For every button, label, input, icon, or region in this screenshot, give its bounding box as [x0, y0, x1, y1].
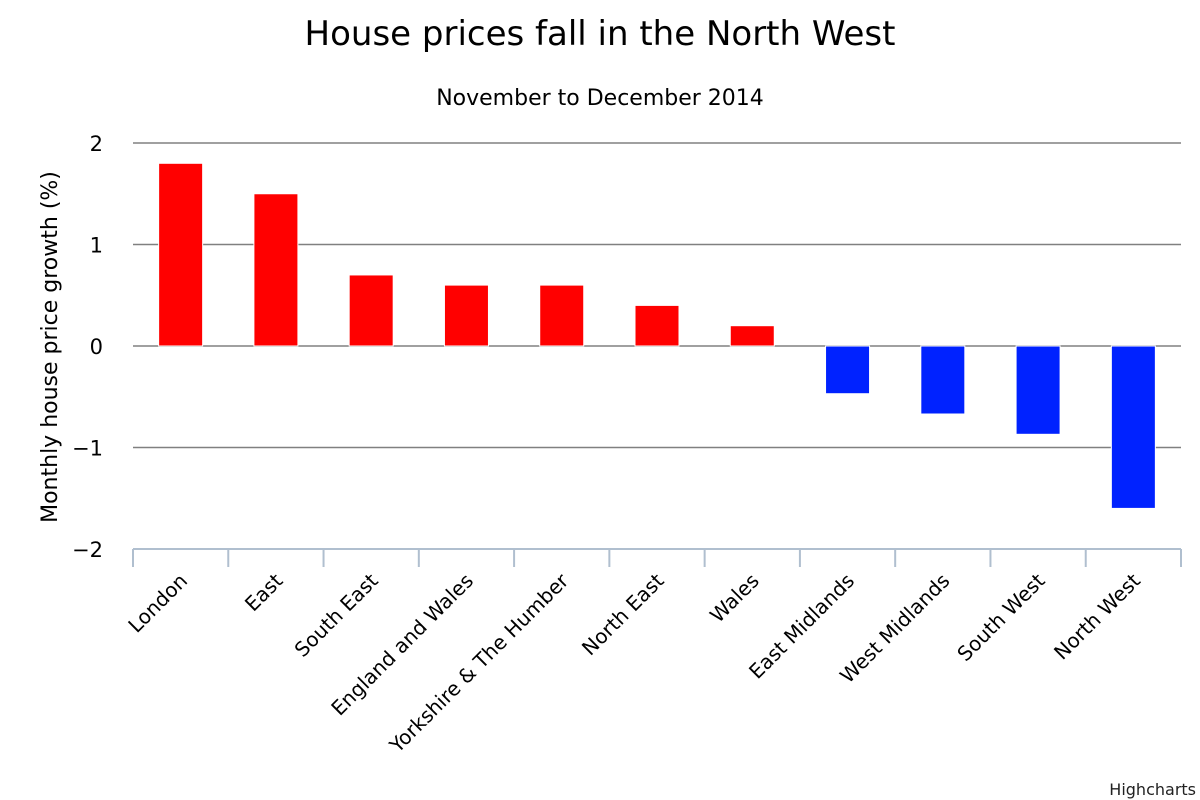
x-tick-label: South East [290, 568, 383, 661]
bar[interactable] [825, 345, 871, 395]
chart-title: House prices fall in the North West [304, 14, 896, 54]
x-tick-label: Yorkshire & The Humber [384, 568, 574, 758]
bar[interactable] [920, 345, 966, 415]
bar[interactable] [158, 162, 204, 347]
x-axis [132, 548, 1182, 567]
x-tick-label: London [123, 569, 192, 638]
bars [158, 162, 1156, 509]
y-tick-label: −2 [72, 538, 103, 562]
bar[interactable] [1015, 345, 1061, 435]
highcharts-credit[interactable]: Highcharts [1109, 780, 1196, 799]
y-axis-title: Monthly house price growth (%) [38, 171, 63, 523]
x-tick-label: South West [952, 568, 1049, 665]
x-tick-label: North West [1049, 568, 1145, 664]
chart-subtitle: November to December 2014 [436, 86, 764, 111]
y-tick-label: 2 [90, 132, 103, 156]
x-tick-label: North East [577, 568, 669, 660]
x-tick-label: Wales [705, 569, 764, 628]
y-tick-label: −1 [72, 437, 103, 461]
bar[interactable] [348, 274, 394, 347]
y-axis-tick-labels: 2 1 0 −1 −2 [72, 132, 103, 562]
bar[interactable] [634, 304, 680, 347]
y-tick-label: 1 [90, 234, 103, 258]
bar[interactable] [729, 325, 775, 347]
bar[interactable] [1110, 345, 1156, 509]
bar[interactable] [253, 193, 299, 347]
bar[interactable] [539, 284, 585, 347]
y-tick-label: 0 [90, 335, 103, 359]
x-tick-label: East [240, 568, 288, 616]
bar[interactable] [443, 284, 489, 347]
